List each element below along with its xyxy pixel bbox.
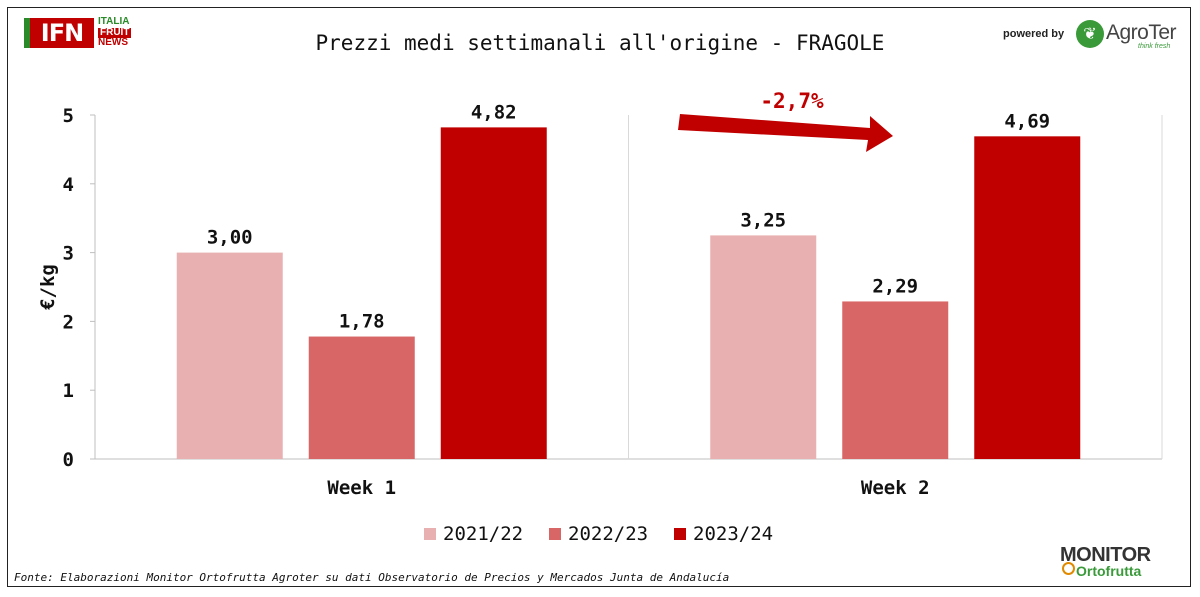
legend-label: 2023/24 xyxy=(693,523,773,545)
leaf-icon: ❦ xyxy=(1076,20,1104,48)
chart-title: Prezzi medi settimanali all'origine - FR… xyxy=(315,31,885,55)
y-tick-label: 2 xyxy=(63,311,74,333)
agroter-logo: ❦ AgroTer think fresh xyxy=(1076,20,1184,52)
ifn-logo-words: ITALIA FRUIT NEWS xyxy=(98,16,132,49)
y-tick-label: 0 xyxy=(63,449,74,471)
data-label: 2,29 xyxy=(872,275,918,297)
legend-swatch xyxy=(549,528,561,540)
source-note: Fonte: Elaborazioni Monitor Ortofrutta A… xyxy=(14,571,730,584)
data-label: 3,25 xyxy=(740,209,786,231)
data-label: 4,69 xyxy=(1004,110,1050,132)
ifn-word-italia: ITALIA xyxy=(98,16,130,27)
y-axis-label: €/kg xyxy=(37,264,59,310)
data-label: 4,82 xyxy=(471,101,517,123)
ifn-word-fruit: FRUIT xyxy=(98,26,132,38)
magnifier-icon xyxy=(1062,562,1075,575)
x-tick-label: Week 2 xyxy=(861,477,930,499)
ifn-logo: IFN ITALIA FRUIT NEWS xyxy=(24,16,142,52)
trend-annotation: -2,7% xyxy=(760,89,824,113)
trend-arrow xyxy=(678,114,893,152)
agroter-tagline: think fresh xyxy=(1138,43,1171,50)
bar xyxy=(974,136,1081,459)
monitor-ortofrutta-logo: MONITOR Ortofrutta xyxy=(1060,544,1180,580)
data-label: 3,00 xyxy=(207,227,253,249)
monitor-word: MONITOR xyxy=(1060,544,1151,566)
bar xyxy=(710,235,817,459)
agroter-name: AgroTer xyxy=(1106,21,1177,44)
legend-label: 2022/23 xyxy=(568,523,648,545)
bar xyxy=(308,336,415,459)
bar xyxy=(440,127,547,459)
y-tick-label: 4 xyxy=(63,174,74,196)
legend-swatch xyxy=(674,528,686,540)
bar xyxy=(176,252,283,459)
y-tick-label: 5 xyxy=(63,105,74,127)
data-label: 1,78 xyxy=(339,311,385,333)
x-tick-label: Week 1 xyxy=(327,477,396,499)
ifn-logo-mark: IFN xyxy=(24,18,94,48)
bar xyxy=(842,301,949,459)
legend-label: 2021/22 xyxy=(443,523,523,545)
legend-swatch xyxy=(424,528,436,540)
y-tick-label: 3 xyxy=(63,243,74,265)
y-tick-label: 1 xyxy=(63,380,74,402)
ifn-word-news: NEWS xyxy=(98,37,128,48)
powered-by-text: powered by xyxy=(1003,28,1065,40)
ortofrutta-word: Ortofrutta xyxy=(1076,563,1142,579)
